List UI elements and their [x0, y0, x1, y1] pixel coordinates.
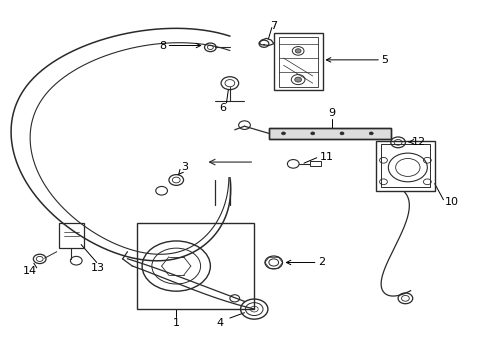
Text: 8: 8: [159, 41, 200, 50]
Text: 3: 3: [178, 162, 188, 175]
Bar: [273, 33, 322, 90]
Text: 1: 1: [172, 319, 180, 328]
Text: 10: 10: [444, 197, 457, 207]
Bar: [268, 128, 390, 139]
Circle shape: [310, 132, 314, 135]
Circle shape: [281, 132, 285, 135]
Circle shape: [368, 132, 372, 135]
Text: 12: 12: [408, 137, 425, 147]
Text: 9: 9: [328, 108, 335, 118]
Text: 14: 14: [23, 266, 37, 276]
Circle shape: [294, 77, 301, 82]
Text: 11: 11: [320, 152, 333, 162]
Bar: [268, 128, 390, 139]
Text: 5: 5: [325, 55, 387, 65]
Bar: [137, 223, 254, 309]
Circle shape: [339, 132, 343, 135]
Bar: [380, 144, 429, 187]
Circle shape: [295, 49, 301, 53]
Text: 7: 7: [270, 21, 277, 31]
Text: 13: 13: [91, 263, 105, 273]
Bar: [310, 161, 321, 166]
Bar: [59, 223, 83, 248]
Bar: [278, 37, 317, 87]
Text: 4: 4: [216, 319, 223, 328]
Text: 2: 2: [286, 257, 324, 267]
Text: 6: 6: [219, 103, 225, 113]
Bar: [375, 140, 434, 191]
